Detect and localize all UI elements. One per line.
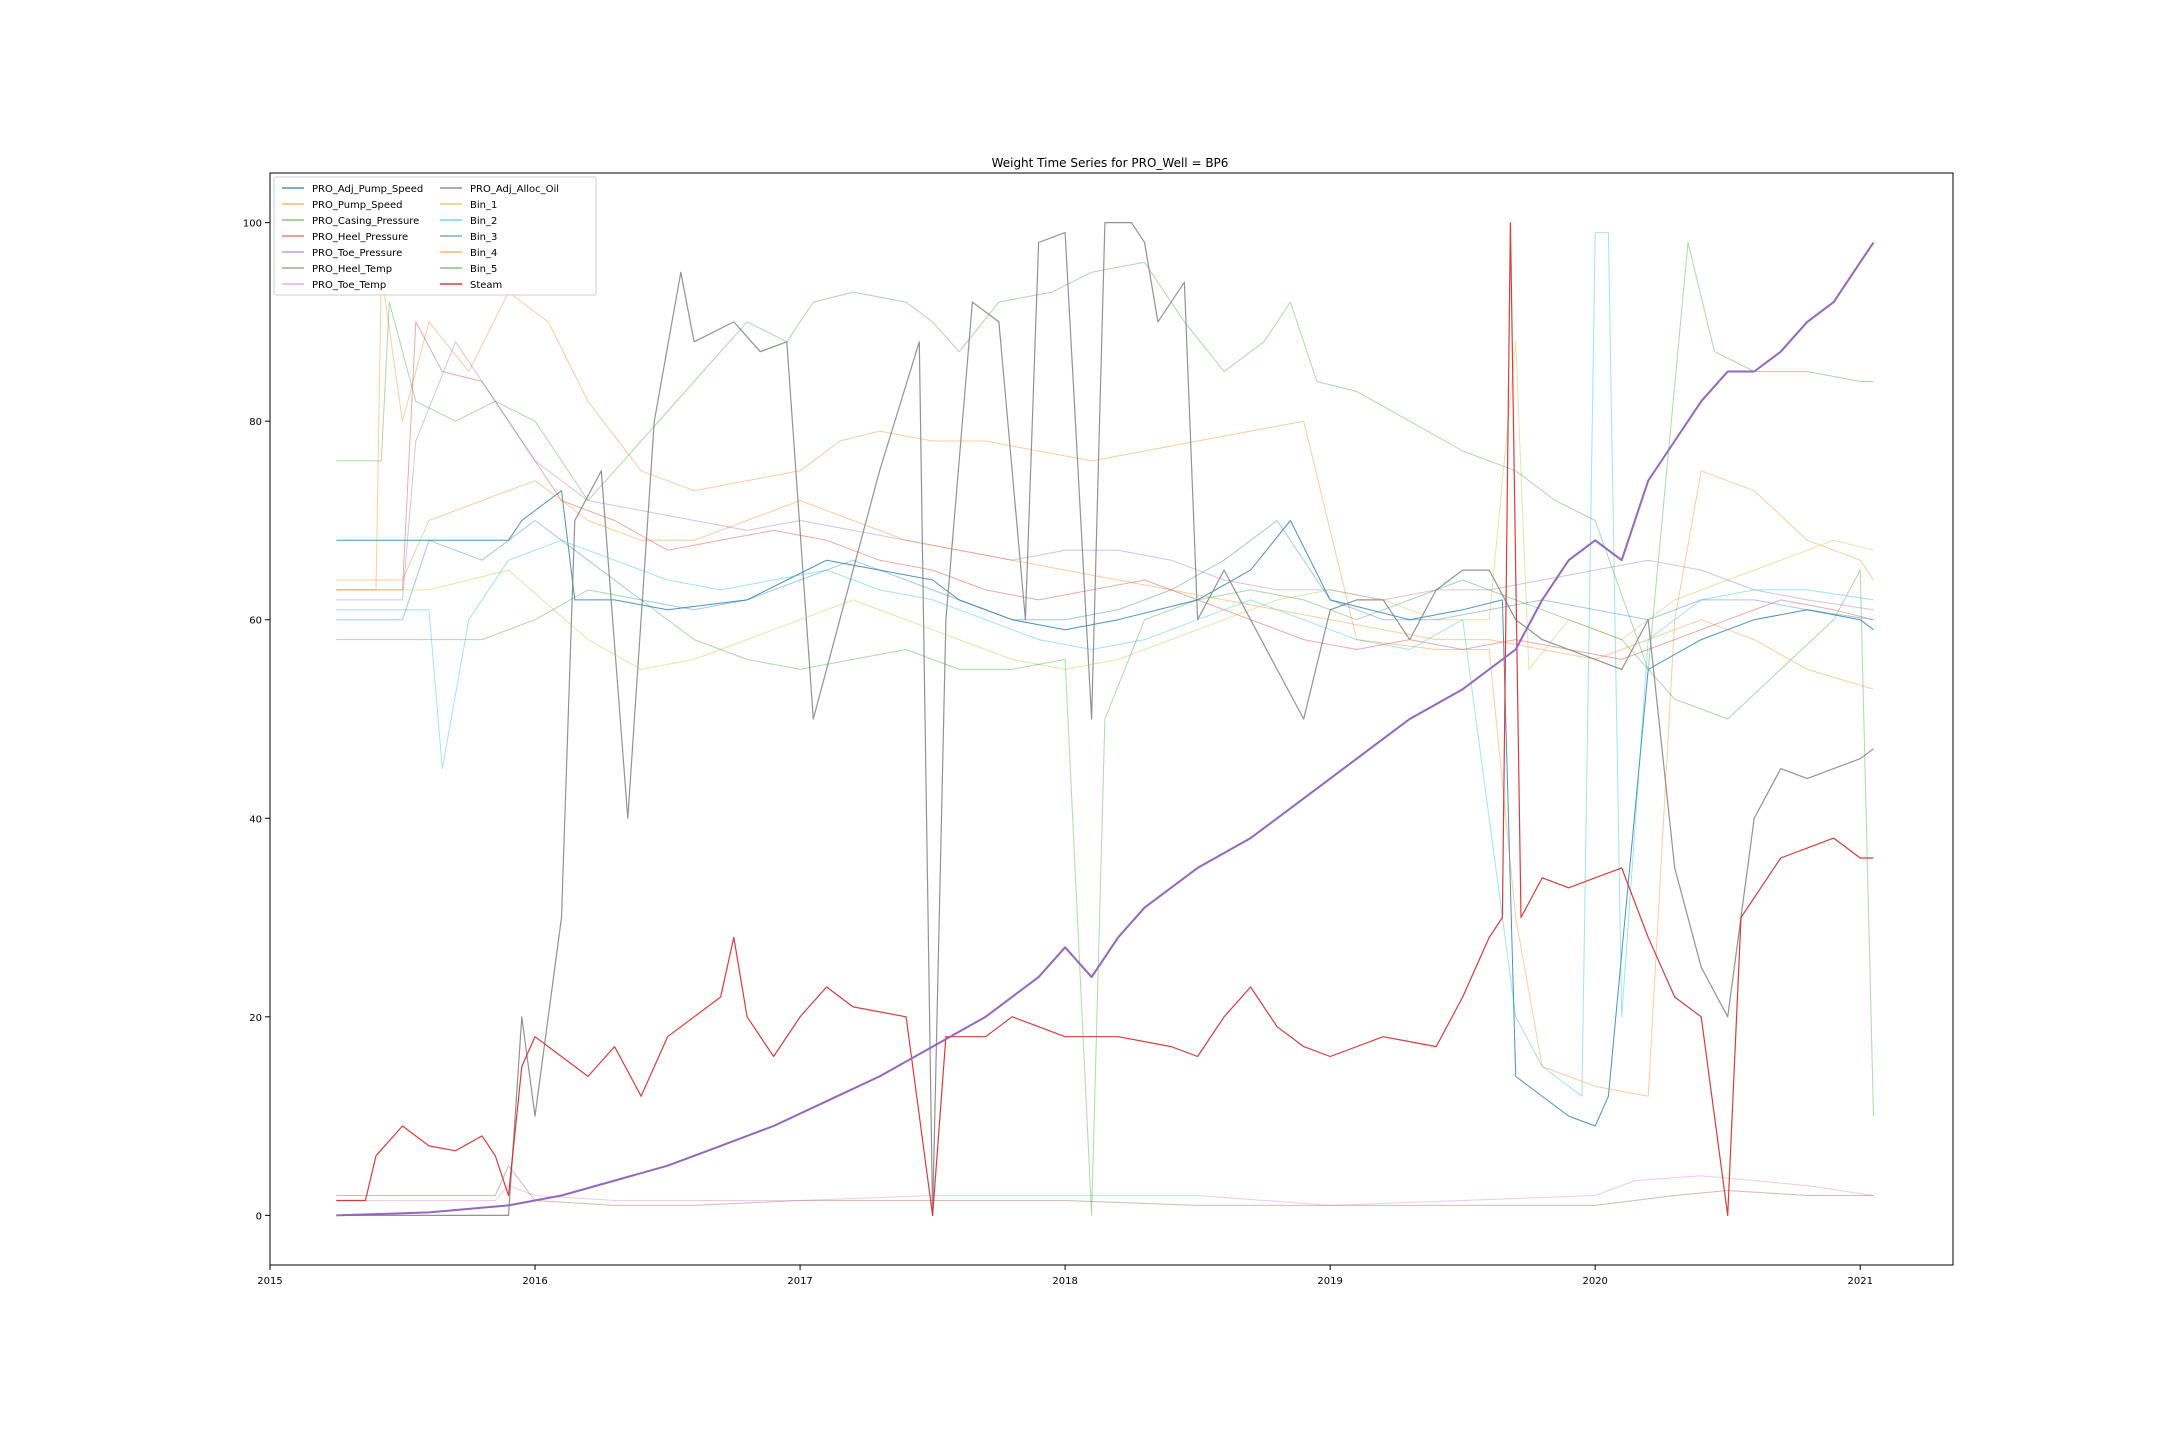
series-line-series-14	[336, 241, 1875, 1217]
legend-box	[273, 176, 597, 296]
chart-title: Weight Time Series for PRO_Well = BP6	[992, 156, 1229, 170]
legend-label-steam: Steam	[470, 280, 502, 291]
legend-label-bin-3: Bin_3	[470, 232, 497, 243]
y-axis: 0 20 40 60 80 100	[243, 219, 270, 1222]
y-tick-label: 60	[249, 616, 262, 627]
series-line-bin-2	[336, 232, 1874, 1097]
legend-label-bin-1: Bin_1	[470, 200, 497, 211]
y-tick-label: 0	[256, 1211, 262, 1222]
series-line-pro-pump-speed	[336, 271, 1874, 1097]
series-line-bin-3	[336, 520, 1874, 621]
legend-label-pro-toe-temp: PRO_Toe_Temp	[312, 280, 386, 291]
legend-label-pro-toe-pressure: PRO_Toe_Pressure	[312, 248, 402, 259]
series-line-pro-casing-pressure	[336, 242, 1874, 670]
x-tick-label: 2019	[1317, 1276, 1342, 1287]
x-axis: 2015 2016 2017 2018 2019 2020 2021	[257, 1265, 1873, 1287]
y-tick-label: 100	[243, 219, 262, 230]
legend-label-pro-casing-pressure: PRO_Casing_Pressure	[312, 216, 419, 227]
legend-label-pro-adj-pump-speed: PRO_Adj_Pump_Speed	[312, 184, 423, 195]
x-tick-label: 2021	[1848, 1276, 1873, 1287]
legend-label-pro-pump-speed: PRO_Pump_Speed	[312, 200, 402, 211]
x-tick-label: 2018	[1052, 1276, 1077, 1287]
series-line-pro-heel-temp	[336, 1165, 1874, 1206]
legend-label-pro-heel-temp: PRO_Heel_Temp	[312, 264, 392, 275]
series-line-bin-5	[336, 569, 1874, 1216]
legend-label-pro-heel-pressure: PRO_Heel_Pressure	[312, 232, 408, 243]
series-line-pro-adj-pump-speed	[336, 490, 1874, 1127]
x-tick-label: 2016	[522, 1276, 547, 1287]
legend-label-bin-2: Bin_2	[470, 216, 497, 227]
legend-label-pro-adj-alloc-oil: PRO_Adj_Alloc_Oil	[470, 184, 559, 195]
series-line-bin-1	[336, 341, 1874, 670]
series-line-pro-toe-pressure	[336, 341, 1874, 611]
x-tick-label: 2015	[257, 1276, 282, 1287]
series-line-bin-4	[336, 480, 1874, 690]
y-tick-label: 20	[249, 1013, 262, 1024]
series-line-pro-heel-pressure	[336, 321, 1874, 660]
y-tick-label: 80	[249, 417, 262, 428]
series-line-pro-toe-temp	[336, 1175, 1874, 1206]
legend: PRO_Adj_Pump_Speed PRO_Pump_Speed PRO_Casi…	[273, 176, 597, 296]
legend-label-bin-5: Bin_5	[470, 264, 497, 275]
legend-label-bin-4: Bin_4	[470, 248, 497, 259]
series-line-steam	[336, 222, 1874, 1216]
y-tick-label: 40	[249, 814, 262, 825]
x-tick-label: 2020	[1582, 1276, 1607, 1287]
series-layer	[336, 222, 1875, 1217]
x-tick-label: 2017	[787, 1276, 812, 1287]
plot-area	[269, 172, 1954, 1266]
series-line-pro-adj-alloc-oil	[336, 222, 1874, 1216]
